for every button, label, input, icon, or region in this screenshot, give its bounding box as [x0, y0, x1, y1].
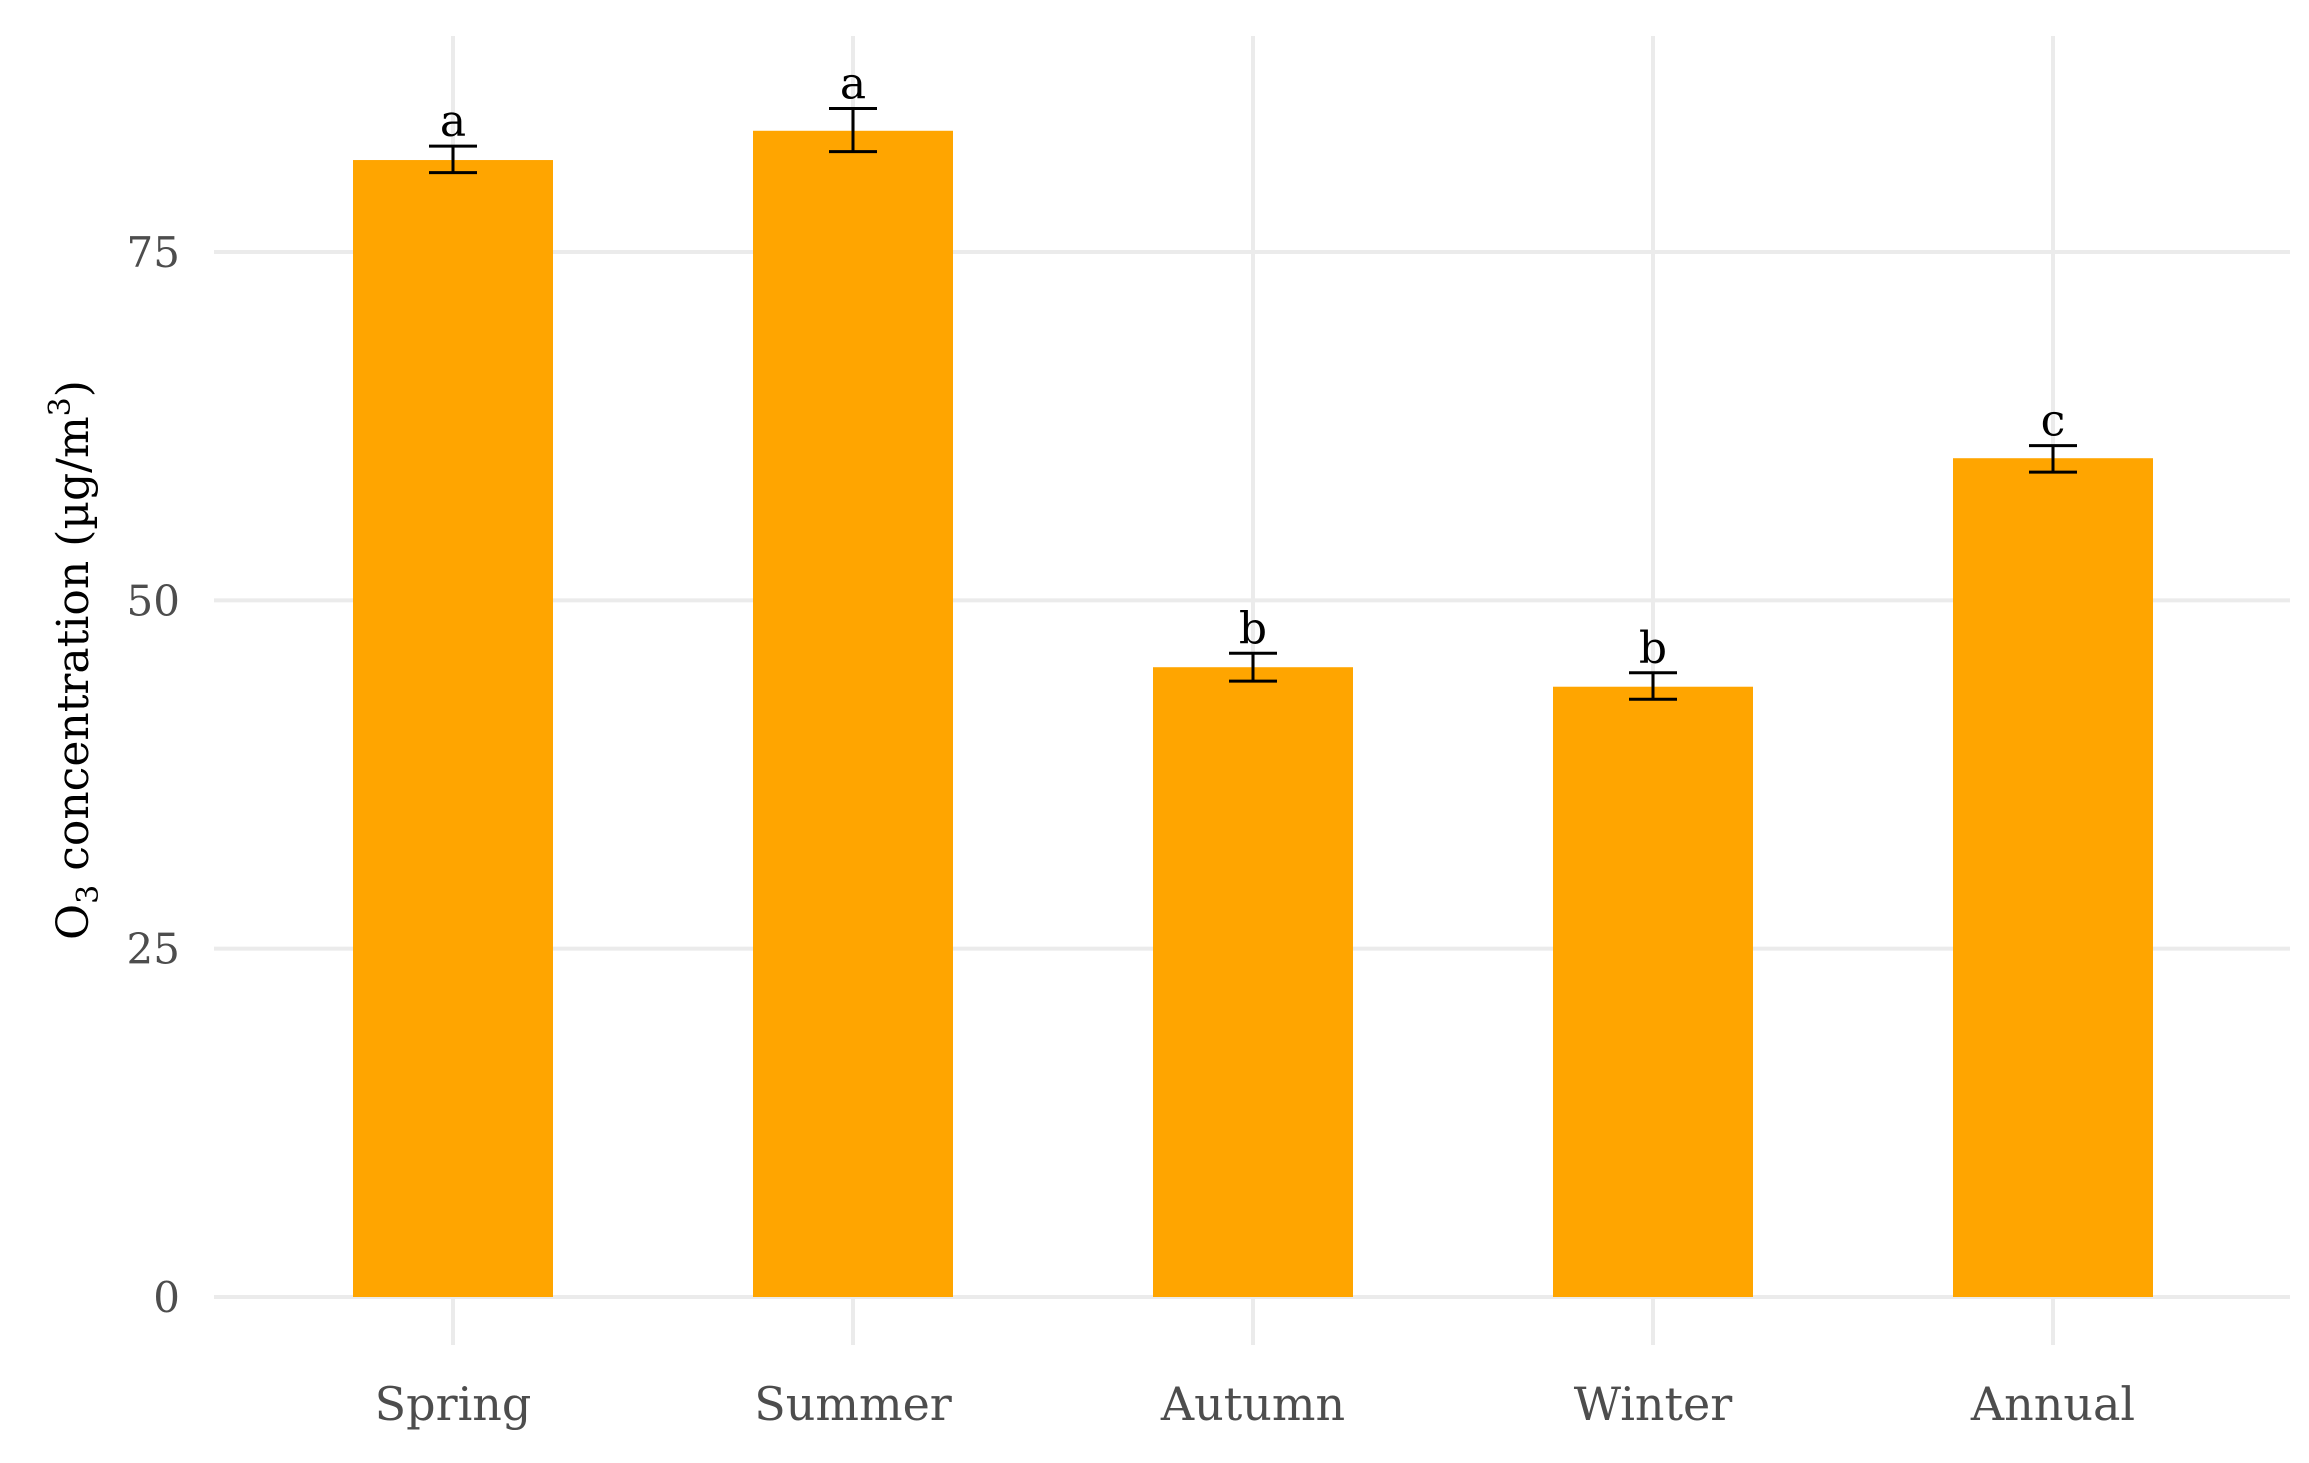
bar-annual [1953, 458, 2153, 1297]
bar-winter [1553, 686, 1753, 1297]
error-bars [429, 106, 2077, 701]
x-tick-label: Spring [375, 1377, 532, 1431]
x-tick-label: Summer [754, 1377, 952, 1431]
y-axis-label: O3 concentration (µg/m3) [43, 380, 106, 940]
x-axis-ticks: Spring Summer Autumn Winter Annual [375, 1377, 2135, 1431]
y-tick-label: 0 [153, 1273, 180, 1322]
significance-letter: b [1239, 603, 1267, 654]
x-tick-label: Winter [1574, 1377, 1733, 1431]
error-bar-summer [829, 106, 877, 154]
y-axis-label-prefix: O [48, 904, 99, 940]
y-tick-label: 25 [127, 925, 180, 974]
significance-letters: a a b b c [440, 58, 2065, 673]
y-axis-ticks: 0 25 50 75 [127, 228, 180, 1322]
bar-autumn [1153, 667, 1353, 1297]
y-axis-label-superscript: 3 [43, 397, 78, 416]
x-tick-label: Annual [1970, 1377, 2135, 1431]
y-tick-label: 50 [127, 576, 180, 625]
y-axis-label-suffix: ) [48, 380, 99, 397]
significance-letter: a [440, 96, 466, 147]
bars [353, 130, 2153, 1297]
error-bar-winter [1629, 671, 1677, 701]
x-tick-label: Autumn [1160, 1377, 1345, 1431]
bar-summer [753, 130, 953, 1297]
error-bar-spring [429, 144, 477, 175]
error-bar-annual [2029, 444, 2077, 474]
y-tick-label: 75 [127, 228, 180, 277]
significance-letter: c [2041, 396, 2066, 447]
error-bar-autumn [1229, 651, 1277, 683]
bar-spring [353, 160, 553, 1297]
significance-letter: a [840, 58, 866, 109]
y-axis-label-subscript: 3 [71, 885, 106, 904]
significance-letter: b [1639, 623, 1667, 674]
y-axis-label-middle: concentration (µg/m [48, 416, 99, 884]
